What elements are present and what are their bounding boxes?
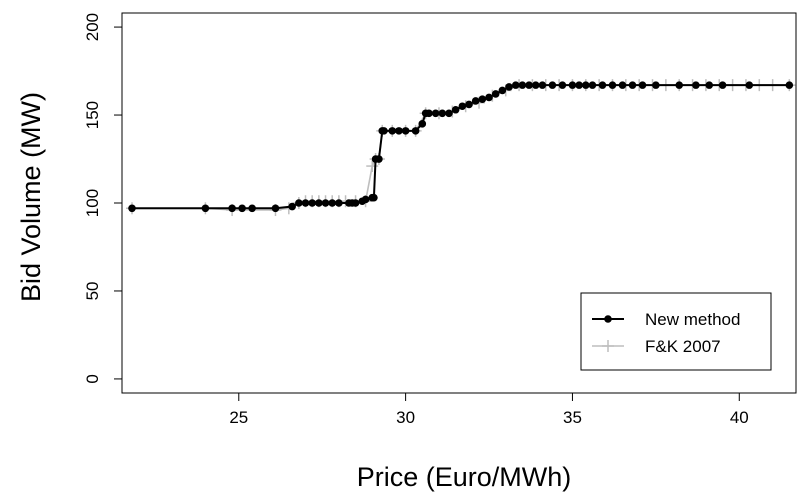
data-point — [425, 109, 433, 118]
data-point — [228, 204, 236, 213]
legend-entry: F&K 2007 — [592, 337, 721, 356]
data-point — [618, 81, 627, 89]
data-point — [675, 81, 684, 89]
data-point — [388, 127, 397, 135]
data-point — [471, 97, 480, 105]
data-point — [518, 81, 527, 89]
data-point — [445, 109, 453, 118]
x-axis: 25 30 35 40 — [229, 393, 749, 427]
data-point — [548, 81, 557, 89]
legend-marker — [604, 315, 612, 323]
data-point — [321, 199, 330, 207]
x-tick-label: 35 — [563, 408, 582, 427]
x-axis-label: Price (Euro/MWh) — [357, 462, 572, 492]
data-point — [301, 199, 310, 207]
data-point — [411, 127, 420, 135]
data-point — [505, 83, 513, 91]
data-point — [581, 81, 590, 89]
data-point — [511, 81, 520, 89]
data-point — [478, 95, 487, 104]
data-point — [315, 199, 323, 207]
data-point — [538, 81, 547, 89]
legend-box — [580, 292, 772, 371]
data-point — [380, 127, 388, 135]
y-tick-label: 50 — [83, 282, 102, 301]
data-point — [491, 90, 500, 98]
data-point — [608, 81, 617, 89]
legend-label: F&K 2007 — [645, 337, 721, 356]
x-tick-label: 25 — [229, 408, 248, 427]
data-point — [201, 204, 210, 213]
y-tick-label: 0 — [83, 374, 102, 383]
legend-label: New method — [645, 310, 740, 329]
data-point — [558, 81, 567, 89]
data-point — [568, 81, 577, 89]
y-tick-label: 150 — [83, 101, 102, 129]
data-point — [248, 204, 256, 213]
data-point — [525, 81, 533, 89]
data-point — [785, 81, 794, 89]
data-point — [295, 199, 303, 207]
series-fk-2007 — [126, 79, 796, 217]
data-point — [458, 102, 467, 111]
data-point — [370, 193, 378, 202]
legend: New method F&K 2007 — [580, 292, 772, 371]
data-point — [652, 81, 660, 89]
data-point — [128, 204, 136, 213]
data-point — [438, 109, 447, 118]
y-tick-label: 200 — [83, 13, 102, 41]
data-point — [451, 105, 460, 114]
data-point — [705, 81, 714, 89]
data-point — [351, 199, 360, 207]
data-point — [375, 155, 383, 163]
y-axis: 0 50 100 150 200 — [83, 13, 122, 384]
data-point — [745, 81, 754, 89]
data-point — [498, 86, 507, 95]
data-point — [588, 81, 597, 89]
data-point — [531, 81, 540, 89]
data-point — [271, 204, 280, 213]
data-point — [335, 199, 343, 207]
data-point — [575, 81, 583, 89]
data-point — [308, 199, 316, 207]
data-point — [328, 199, 337, 207]
data-point — [692, 81, 700, 89]
data-point — [361, 195, 370, 204]
data-point — [485, 93, 493, 102]
y-tick-label: 100 — [83, 189, 102, 217]
series-layer — [126, 79, 796, 217]
data-point — [638, 81, 647, 89]
x-tick-label: 30 — [396, 408, 415, 427]
legend-entry: New method — [592, 310, 740, 329]
data-point — [465, 100, 473, 109]
data-point — [598, 81, 607, 89]
data-point — [238, 204, 246, 213]
x-tick-label: 40 — [730, 408, 749, 427]
data-point — [628, 81, 637, 89]
data-point — [418, 120, 427, 128]
data-point — [288, 202, 296, 211]
series-new-method — [128, 81, 794, 213]
data-point — [395, 127, 403, 135]
data-point — [431, 109, 440, 118]
data-point — [401, 127, 410, 135]
data-point — [718, 81, 727, 89]
y-axis-label: Bid Volume (MW) — [16, 92, 46, 302]
